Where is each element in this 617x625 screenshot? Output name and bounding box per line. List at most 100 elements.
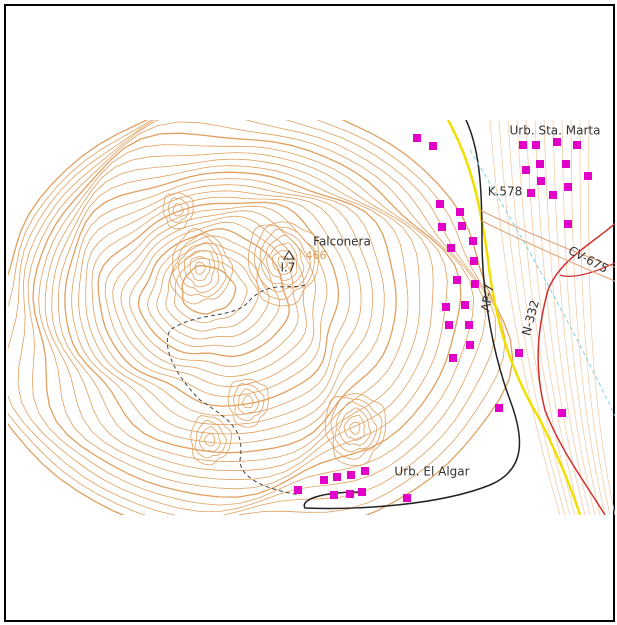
contour (147, 235, 280, 348)
settlement-label: Urb. Sta. Marta (510, 124, 601, 138)
building (470, 257, 478, 265)
building (458, 222, 466, 230)
contour (257, 228, 311, 293)
buildings (294, 134, 592, 502)
contour (507, 120, 571, 515)
contour (266, 242, 298, 281)
contour (338, 407, 372, 446)
building (320, 476, 328, 484)
peak-name: Falconera (313, 235, 371, 249)
building (522, 166, 530, 174)
road-yellow (446, 120, 582, 515)
building (333, 473, 341, 481)
contour (543, 120, 591, 515)
contour (51, 158, 421, 472)
contour (112, 210, 316, 388)
building (461, 301, 469, 309)
frame (4, 4, 615, 622)
contour (570, 120, 606, 515)
building (347, 471, 355, 479)
building (447, 244, 455, 252)
contour (129, 221, 299, 368)
building (573, 141, 581, 149)
contour (190, 415, 233, 466)
contour (172, 202, 184, 217)
contour (498, 120, 566, 515)
contour (78, 184, 373, 435)
building (413, 134, 421, 142)
contour (183, 250, 215, 288)
contour (44, 152, 434, 481)
road-label: AP-7 (478, 283, 497, 312)
contour (330, 397, 383, 460)
contour (516, 120, 576, 515)
building (456, 208, 464, 216)
contour (57, 165, 409, 463)
building (436, 200, 444, 208)
building (562, 160, 570, 168)
contour (156, 242, 270, 340)
roads-layer (166, 120, 615, 515)
building (564, 220, 572, 228)
settlement-label: Urb. El Algar (394, 465, 469, 479)
contour (242, 394, 254, 409)
building (294, 486, 302, 494)
road-cv675 (479, 209, 615, 282)
contour (324, 393, 386, 466)
contour (104, 205, 328, 397)
peak-code: I.7 (281, 261, 296, 275)
contour (343, 414, 365, 441)
building (549, 191, 557, 199)
contour (561, 120, 601, 515)
contour (71, 178, 385, 444)
building (495, 404, 503, 412)
building (429, 142, 437, 150)
road-ap7 (303, 120, 521, 510)
building (449, 354, 457, 362)
building (442, 303, 450, 311)
building (346, 490, 354, 498)
building (445, 321, 453, 329)
contour (97, 201, 340, 407)
building (453, 276, 461, 284)
contour (489, 120, 561, 515)
contour (165, 250, 259, 332)
contour (168, 197, 190, 223)
building (515, 349, 523, 357)
contour (169, 227, 234, 305)
building (403, 494, 411, 502)
contour (204, 433, 216, 447)
contour-lines (8, 120, 615, 515)
contour (552, 120, 596, 515)
building (438, 223, 446, 231)
building (519, 141, 527, 149)
contour (174, 257, 248, 323)
contour (64, 171, 397, 454)
contour (260, 234, 305, 286)
road-link (559, 262, 615, 277)
building (471, 280, 479, 288)
building (358, 488, 366, 496)
building (564, 183, 572, 191)
contour (233, 383, 265, 422)
building (537, 177, 545, 185)
building (469, 237, 477, 245)
road-n332 (537, 222, 615, 515)
building (466, 341, 474, 349)
contour (579, 120, 611, 515)
building (361, 467, 369, 475)
building (532, 141, 540, 149)
contour (32, 132, 462, 498)
peak-symbol (283, 250, 295, 260)
building (330, 491, 338, 499)
building (465, 321, 473, 329)
contour (8, 120, 514, 515)
contour (8, 120, 506, 515)
peak-elevation: 466 (306, 249, 327, 262)
contour (272, 250, 294, 275)
building (553, 138, 561, 146)
trail (166, 284, 306, 496)
contour (172, 234, 227, 298)
contour (349, 421, 361, 435)
